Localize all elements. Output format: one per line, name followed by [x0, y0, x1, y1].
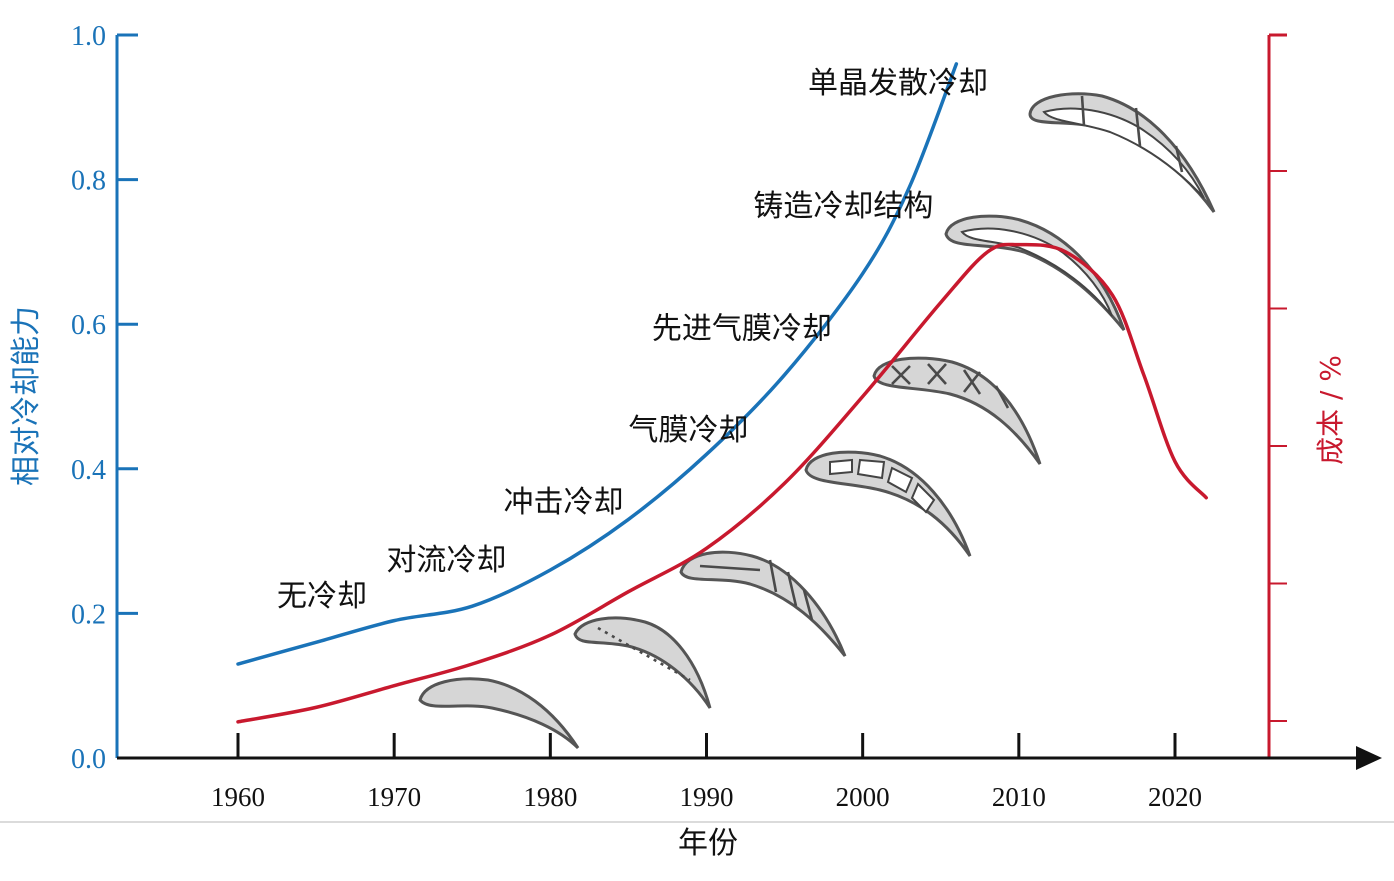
series-layer — [236, 62, 1208, 724]
x-tick-label: 1960 — [211, 782, 265, 812]
y-left-tick-label: 0.8 — [71, 166, 106, 197]
ribbed-blade-icon — [679, 550, 847, 657]
x-tick-label: 2000 — [836, 782, 890, 812]
y-left-tick-label: 1.0 — [71, 21, 106, 52]
y-left-tick-label: 0.0 — [71, 744, 106, 775]
x-axis: 1960 1970 1980 1990 2000 2010 2020 — [117, 733, 1382, 812]
solid-blade-icon — [418, 677, 580, 750]
strut-blade-icon — [1028, 92, 1216, 213]
cooling-capability-line — [236, 62, 959, 666]
hollow-blade-icon — [944, 214, 1126, 331]
right-axis — [1267, 33, 1287, 758]
left-axis: 0.0 0.2 0.4 0.6 0.8 1.0 — [71, 21, 138, 775]
multi-cavity-blade-icon — [804, 450, 972, 557]
x-axis-title: 年份 — [678, 826, 738, 861]
hatched-blade-icon — [573, 616, 712, 709]
cost-line — [236, 242, 1208, 724]
y-left-tick-label: 0.4 — [71, 455, 106, 486]
x-tick-label: 1990 — [680, 782, 734, 812]
stage-annotation: 先进气膜冷却 — [652, 312, 832, 347]
stage-annotation: 单晶发散冷却 — [808, 66, 988, 101]
stage-annotation: 对流冷却 — [386, 543, 506, 578]
x-tick-label: 2010 — [992, 782, 1046, 812]
stage-annotation: 铸造冷却结构 — [753, 189, 933, 224]
x-tick-label: 2020 — [1148, 782, 1202, 812]
stage-annotation: 冲击冷却 — [503, 485, 623, 520]
stage-annotation: 无冷却 — [277, 579, 367, 614]
x-axis-arrow-icon — [1356, 746, 1382, 770]
y-left-tick-label: 0.2 — [71, 599, 106, 630]
y-left-tick-label: 0.6 — [71, 310, 106, 341]
x-tick-label: 1980 — [523, 782, 577, 812]
stage-annotation: 气膜冷却 — [628, 413, 748, 448]
lattice-blade-icon — [872, 356, 1042, 465]
y-axis-left-title: 相对冷却能力 — [9, 306, 44, 486]
x-tick-label: 1970 — [367, 782, 421, 812]
y-axis-right-title: 成本 / % — [1314, 355, 1347, 465]
